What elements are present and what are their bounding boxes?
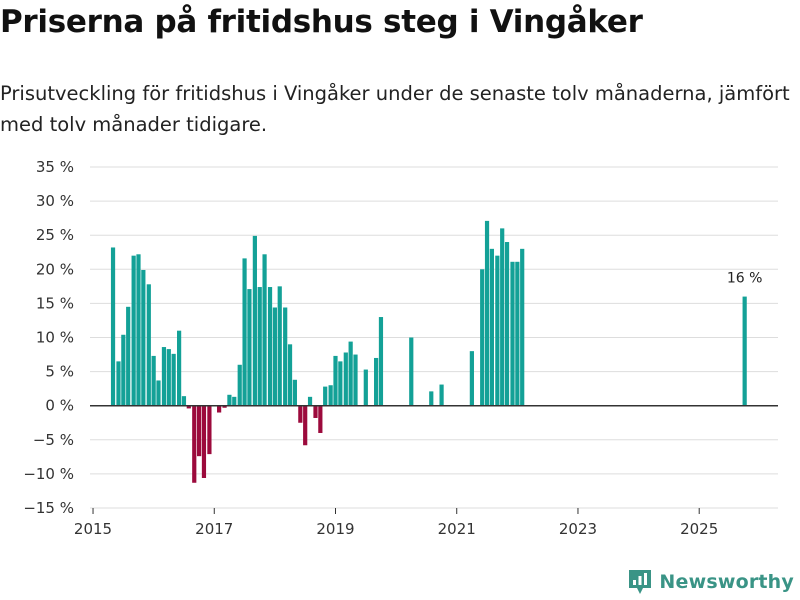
x-tick-label: 2017	[195, 520, 233, 538]
value-annotation: 16 %	[727, 271, 763, 287]
bar	[363, 369, 368, 406]
bar	[307, 396, 313, 406]
bar	[232, 396, 237, 406]
bar	[292, 379, 297, 406]
bar	[121, 334, 126, 406]
newsworthy-logo-icon	[629, 570, 652, 594]
bar	[348, 341, 353, 406]
bar	[469, 351, 474, 406]
bar	[504, 242, 510, 406]
bar	[126, 306, 131, 406]
y-tick-label: 5 %	[45, 363, 74, 381]
bar	[151, 355, 156, 406]
y-tick-label: 20 %	[36, 260, 74, 278]
x-tick-label: 2019	[316, 520, 354, 538]
brand-name: Newsworthy	[659, 571, 794, 593]
bar	[283, 307, 288, 406]
y-tick-label: −15 %	[23, 499, 74, 517]
bar	[181, 396, 187, 406]
bar	[177, 330, 182, 406]
bar	[343, 352, 348, 406]
x-tick-label: 2015	[74, 520, 112, 538]
page-subtitle: Prisutveckling för fritidshus i Vingåker…	[0, 82, 790, 136]
bar	[323, 386, 328, 406]
bar	[480, 269, 485, 406]
y-tick-label: 25 %	[36, 226, 74, 244]
bar	[192, 405, 197, 483]
bar	[207, 405, 212, 455]
bar	[222, 405, 227, 408]
bar	[495, 255, 500, 406]
y-tick-label: 10 %	[36, 329, 74, 347]
bar	[318, 405, 323, 433]
y-tick-label: 15 %	[36, 294, 74, 312]
bar	[110, 247, 116, 406]
bar	[515, 261, 520, 406]
bar	[328, 385, 333, 406]
bar	[742, 296, 747, 406]
bar	[429, 391, 434, 406]
bar	[267, 287, 273, 406]
bar	[242, 258, 247, 406]
bar	[500, 228, 505, 406]
page-title: Priserna på fritidshus steg i Vingåker	[0, 4, 643, 40]
bar	[227, 394, 232, 406]
bar	[353, 354, 358, 406]
bar	[439, 384, 444, 406]
bar	[166, 349, 171, 406]
bar	[247, 289, 252, 406]
bar	[303, 405, 308, 446]
y-tick-label: 35 %	[36, 158, 74, 176]
brand-logo: Newsworthy	[627, 568, 794, 596]
bar	[374, 357, 379, 406]
bar	[262, 254, 267, 406]
bar	[171, 353, 176, 406]
bar	[510, 261, 515, 406]
bar	[378, 317, 384, 406]
bar	[156, 380, 161, 406]
bar	[272, 307, 277, 406]
x-tick-label: 2023	[559, 520, 597, 538]
bar	[141, 269, 146, 406]
bar	[484, 220, 490, 406]
bar	[252, 235, 257, 406]
bar	[489, 248, 494, 406]
bar	[277, 286, 282, 406]
bar	[237, 364, 242, 406]
bar	[520, 248, 525, 406]
bar	[131, 255, 136, 406]
x-tick-label: 2025	[680, 520, 718, 538]
bar	[197, 405, 202, 457]
bar	[136, 254, 141, 406]
y-tick-label: −5 %	[33, 431, 74, 449]
bar	[338, 361, 343, 406]
bar	[298, 405, 303, 423]
x-tick-label: 2021	[438, 520, 476, 538]
bar	[287, 344, 293, 406]
bar	[333, 355, 338, 406]
bar	[409, 337, 414, 406]
bar	[116, 361, 121, 406]
bar	[313, 405, 318, 418]
bar	[186, 405, 191, 409]
bar	[161, 347, 167, 406]
y-tick-label: 0 %	[45, 397, 74, 415]
bar	[201, 405, 207, 478]
y-tick-label: −10 %	[23, 465, 74, 483]
bar	[257, 287, 262, 406]
bar	[217, 405, 222, 413]
y-tick-label: 30 %	[36, 192, 74, 210]
bar	[146, 284, 151, 406]
